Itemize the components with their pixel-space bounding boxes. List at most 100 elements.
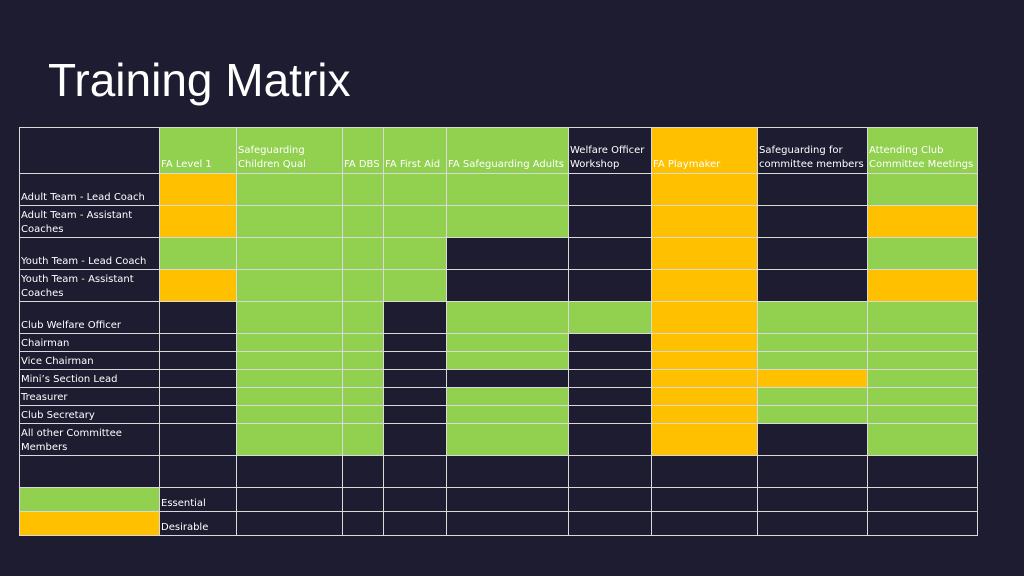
empty-cell [758, 512, 868, 536]
column-header: Welfare Officer Workshop [569, 128, 652, 174]
essential-cell [343, 270, 384, 302]
empty-cell [343, 512, 384, 536]
empty-cell [384, 456, 447, 488]
essential-cell [343, 302, 384, 334]
essential-cell [237, 424, 343, 456]
empty-cell [447, 370, 569, 388]
essential-cell [160, 238, 237, 270]
desirable-cell [652, 424, 758, 456]
essential-cell [237, 270, 343, 302]
empty-cell [447, 270, 569, 302]
legend-row: Desirable [20, 512, 978, 536]
essential-cell [343, 406, 384, 424]
table-row: All other Committee Members [20, 424, 978, 456]
essential-cell [868, 370, 978, 388]
essential-cell [868, 388, 978, 406]
table-row: Club Secretary [20, 406, 978, 424]
corner-cell [20, 128, 160, 174]
essential-cell [343, 174, 384, 206]
empty-cell [569, 334, 652, 352]
table-row: Treasurer [20, 388, 978, 406]
essential-cell [868, 334, 978, 352]
essential-cell [237, 370, 343, 388]
essential-cell [384, 206, 447, 238]
empty-cell [384, 424, 447, 456]
empty-cell [384, 406, 447, 424]
desirable-cell [652, 388, 758, 406]
essential-cell [237, 174, 343, 206]
table-row: Youth Team - Lead Coach [20, 238, 978, 270]
empty-cell [384, 488, 447, 512]
desirable-cell [652, 334, 758, 352]
essential-cell [868, 406, 978, 424]
empty-cell [384, 388, 447, 406]
essential-cell [447, 302, 569, 334]
header-row: FA Level 1 Safeguarding Children Qual FA D… [20, 128, 978, 174]
legend-label: Essential [160, 488, 237, 512]
table-row: Youth Team - Assistant Coaches [20, 270, 978, 302]
desirable-cell [652, 174, 758, 206]
essential-cell [447, 174, 569, 206]
column-header: FA Playmaker [652, 128, 758, 174]
essential-cell [758, 352, 868, 370]
desirable-cell [652, 406, 758, 424]
legend-swatch [20, 512, 160, 536]
empty-cell [384, 512, 447, 536]
empty-cell [384, 370, 447, 388]
table-row: Adult Team - Lead Coach [20, 174, 978, 206]
role-label: Adult Team - Assistant Coaches [20, 206, 160, 238]
empty-cell [384, 302, 447, 334]
desirable-cell [652, 352, 758, 370]
empty-cell [160, 456, 237, 488]
empty-cell [569, 238, 652, 270]
desirable-cell [868, 270, 978, 302]
empty-cell [569, 512, 652, 536]
empty-cell [569, 206, 652, 238]
essential-cell [447, 406, 569, 424]
table-row: Adult Team - Assistant Coaches [20, 206, 978, 238]
legend-swatch [20, 488, 160, 512]
column-header: Safeguarding Children Qual [237, 128, 343, 174]
empty-cell [569, 370, 652, 388]
table-row: Club Welfare Officer [20, 302, 978, 334]
empty-cell [160, 334, 237, 352]
empty-cell [569, 424, 652, 456]
empty-cell [569, 406, 652, 424]
role-label: Youth Team - Lead Coach [20, 238, 160, 270]
empty-cell [447, 238, 569, 270]
essential-cell [447, 352, 569, 370]
essential-cell [343, 388, 384, 406]
empty-cell [758, 456, 868, 488]
essential-cell [237, 334, 343, 352]
table-row: Vice Chairman [20, 352, 978, 370]
empty-cell [160, 388, 237, 406]
page-title: Training Matrix [48, 52, 350, 108]
empty-cell [569, 352, 652, 370]
essential-cell [758, 406, 868, 424]
role-label: All other Committee Members [20, 424, 160, 456]
empty-cell [758, 174, 868, 206]
essential-cell [868, 352, 978, 370]
empty-cell [569, 488, 652, 512]
column-header: FA First Aid [384, 128, 447, 174]
essential-cell [384, 238, 447, 270]
essential-cell [868, 424, 978, 456]
table-row: Mini’s Section Lead [20, 370, 978, 388]
column-header: Safeguarding for committee members [758, 128, 868, 174]
empty-cell [652, 456, 758, 488]
legend-row: Essential [20, 488, 978, 512]
role-label: Youth Team - Assistant Coaches [20, 270, 160, 302]
empty-cell [160, 352, 237, 370]
essential-cell [868, 302, 978, 334]
role-label: Club Welfare Officer [20, 302, 160, 334]
empty-cell [758, 488, 868, 512]
role-label: Club Secretary [20, 406, 160, 424]
essential-cell [868, 174, 978, 206]
essential-cell [237, 352, 343, 370]
role-label: Treasurer [20, 388, 160, 406]
essential-cell [343, 352, 384, 370]
empty-cell [343, 488, 384, 512]
essential-cell [758, 334, 868, 352]
empty-cell [569, 270, 652, 302]
desirable-cell [758, 370, 868, 388]
